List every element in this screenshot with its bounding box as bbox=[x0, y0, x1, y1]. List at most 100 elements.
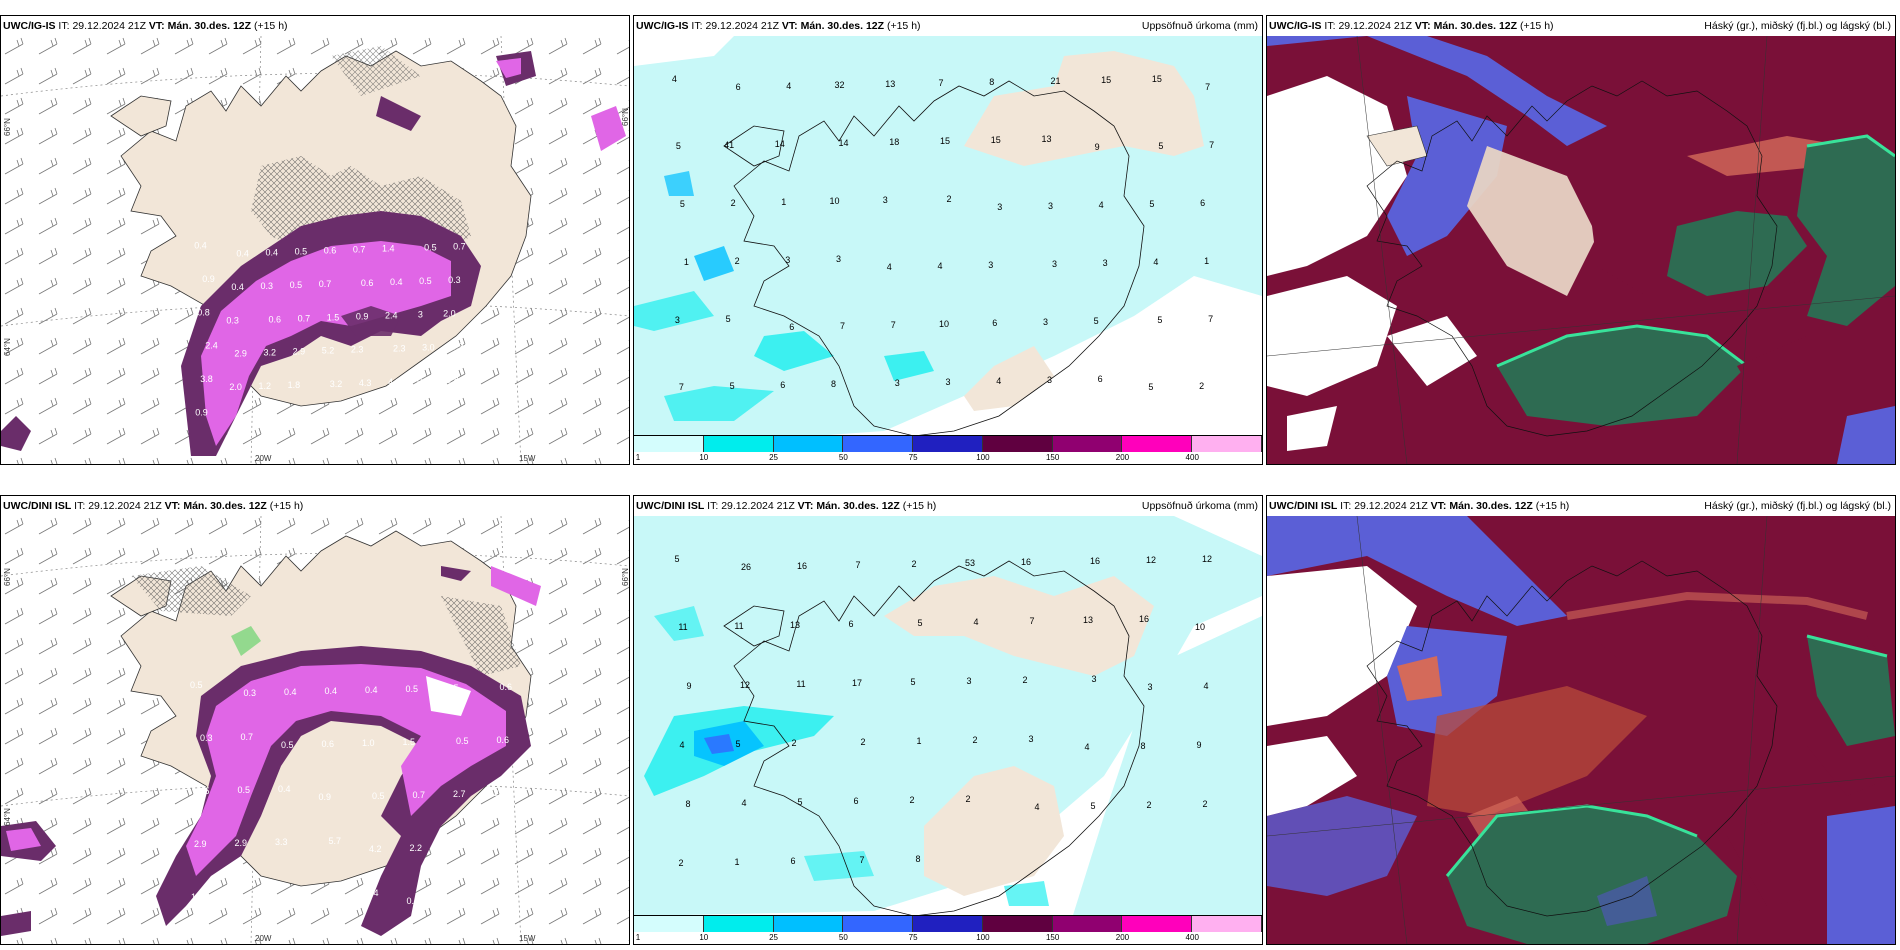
vt-value: Mán. 30.des. 12Z bbox=[1449, 500, 1533, 512]
map-value-label: 13 bbox=[790, 620, 800, 630]
map-value-label: 2.9 bbox=[293, 347, 306, 357]
map-value-label: 5 bbox=[910, 677, 915, 687]
map-value-label: 4 bbox=[937, 261, 942, 271]
snow-values: 0.5 0.3 0.4 0.4 0.4 0.5 0.5 0.6 0.3 0.7 0.5 0.6 1.0 1… bbox=[190, 680, 512, 906]
map-value-label: 7 bbox=[1029, 616, 1034, 626]
it-value: 29.12.2024 21Z bbox=[88, 500, 162, 512]
map-value-label: 0.3 bbox=[448, 275, 461, 285]
it-label: IT: bbox=[58, 20, 70, 32]
map-value-label: 6 bbox=[736, 82, 741, 92]
colorbar-swatch bbox=[982, 916, 1053, 932]
map-value-label: 1.2 bbox=[259, 381, 272, 391]
map-value-label: 0.6 bbox=[269, 314, 282, 324]
map-value-label: 0.6 bbox=[499, 682, 512, 692]
map-value-label: 0.5 bbox=[281, 740, 294, 750]
map-value-label: 2.9 bbox=[234, 349, 247, 359]
map-value-label: 10 bbox=[830, 196, 840, 206]
map-value-label: 5 bbox=[797, 797, 802, 807]
map-value-label: 0.5 bbox=[237, 785, 250, 795]
map-value-label: 1.4 bbox=[382, 244, 395, 254]
colorbar-swatch bbox=[1122, 916, 1193, 932]
map-value-label: 4 bbox=[887, 262, 892, 272]
map-value-label: 0.9 bbox=[356, 311, 369, 321]
colorbar-label: 50 bbox=[838, 453, 848, 462]
map-value-label: 3 bbox=[895, 378, 900, 388]
map-value-label: 7 bbox=[891, 320, 896, 330]
map-value-label: 0.4 bbox=[365, 685, 378, 695]
map-value-label: 3 bbox=[1103, 258, 1108, 268]
map-value-label: 0.5 bbox=[424, 243, 437, 253]
map-value-label: 5 bbox=[674, 554, 679, 564]
lead-time: (+15 h) bbox=[902, 500, 937, 512]
panel-header: UWC/IG-IS IT: 29.12.2024 21Z VT: Mán. 30… bbox=[634, 16, 1262, 36]
map-value-label: 5 bbox=[1148, 382, 1153, 392]
map-value-label: 0.3 bbox=[406, 896, 419, 906]
map-precip[interactable]: 5 26 16 7 2 53 16 16 12 12 11 11 13 6 5 4 7 13 16 10 9 12 11 17… bbox=[634, 516, 1262, 944]
map-value-label: 1.8 bbox=[288, 380, 301, 390]
map-precip[interactable]: 4 6 4 32 13 7 8 21 15 15 7 5 41 14 14 18 15 15 13 9 5 7 5 2 1 10 3… bbox=[634, 36, 1262, 464]
map-value-label: 5 bbox=[1157, 315, 1162, 325]
map-value-label: 4 bbox=[973, 617, 978, 627]
map-value-label: 2 bbox=[909, 795, 914, 805]
map-value-label: 4 bbox=[1034, 802, 1039, 812]
model-name: UWC/IG-IS bbox=[1269, 20, 1322, 32]
map-clouds[interactable] bbox=[1267, 36, 1895, 464]
map-value-label: 7 bbox=[859, 855, 864, 865]
map-value-label: 3 bbox=[997, 202, 1002, 212]
map-value-label: 9 bbox=[1095, 142, 1100, 152]
map-value-label: 4.3 bbox=[451, 342, 464, 352]
map-wind-snow[interactable]: 0.5 0.3 0.4 0.4 0.4 0.5 0.5 0.6 0.3 0.7 0.5 0.6 1.0 1… bbox=[1, 516, 629, 944]
map-value-label: 6 bbox=[848, 619, 853, 629]
vt-label: VT: bbox=[148, 20, 165, 32]
colorbar-label: 150 bbox=[1045, 933, 1060, 942]
map-value-label: 1 bbox=[781, 197, 786, 207]
panel-ig-is-wind-snow: UWC/IG-IS IT: 29.12.2024 21Z VT: Mán. 30… bbox=[0, 15, 630, 465]
colorbar-swatch bbox=[1192, 436, 1262, 452]
it-label: IT: bbox=[74, 500, 86, 512]
map-value-label: 0.9 bbox=[318, 792, 331, 802]
map-value-label: 5 bbox=[676, 141, 681, 151]
map-clouds[interactable] bbox=[1267, 516, 1895, 944]
map-value-label: 1 bbox=[734, 857, 739, 867]
map-value-label: 6 bbox=[790, 856, 795, 866]
map-value-label: 0.3 bbox=[200, 733, 213, 743]
vt-label: VT: bbox=[1430, 500, 1447, 512]
map-value-label: 2 bbox=[731, 198, 736, 208]
map-value-label: 3 bbox=[945, 377, 950, 387]
map-value-label: 6 bbox=[1200, 198, 1205, 208]
map-value-label: 6 bbox=[789, 322, 794, 332]
map-value-label: 0.3 bbox=[243, 688, 256, 698]
map-value-label: 26 bbox=[741, 562, 751, 572]
vt-label: VT: bbox=[164, 500, 181, 512]
map-value-label: 0.7 bbox=[240, 732, 253, 742]
map-value-label: 7 bbox=[855, 560, 860, 570]
colorbar-label: 1 bbox=[635, 453, 641, 462]
map-wind-snow[interactable]: 0.4 0.4 0.4 0.5 0.6 0.7 1.4 0.5 0.7 0.9 0.4 0.3 0.5 0… bbox=[1, 36, 629, 464]
map-value-label: 2.0 bbox=[443, 308, 456, 318]
vt-label: VT: bbox=[781, 20, 798, 32]
map-value-label: 3 bbox=[836, 254, 841, 264]
colorbar-swatch bbox=[773, 436, 844, 452]
map-value-label: 0.5 bbox=[295, 247, 308, 257]
map-value-label: 2 bbox=[972, 735, 977, 745]
map-value-label: 2.7 bbox=[453, 789, 466, 799]
it-value: 29.12.2024 21Z bbox=[705, 20, 779, 32]
map-value-label: 4.3 bbox=[359, 378, 372, 388]
map-value-label: 5 bbox=[917, 618, 922, 628]
lon-label-right: 15W bbox=[519, 454, 536, 463]
map-value-label: 0.8 bbox=[446, 375, 459, 385]
colorbar-swatch bbox=[1052, 436, 1123, 452]
map-value-label: 53 bbox=[965, 558, 975, 568]
colorbar-swatch bbox=[913, 916, 983, 932]
it-value: 29.12.2024 21Z bbox=[721, 500, 795, 512]
map-value-label: 5 bbox=[726, 314, 731, 324]
lead-time: (+15 h) bbox=[886, 20, 921, 32]
panel-header: UWC/DINI ISL IT: 29.12.2024 21Z VT: Mán.… bbox=[634, 496, 1262, 516]
colorbar-label: 400 bbox=[1185, 933, 1199, 942]
map-value-label: 13 bbox=[1041, 134, 1051, 144]
colorbar-label: 75 bbox=[908, 453, 918, 462]
map-value-label: 0.9 bbox=[195, 407, 208, 417]
lat-label-right: 66°N bbox=[621, 108, 630, 126]
colorbar-label: 150 bbox=[1045, 453, 1060, 462]
